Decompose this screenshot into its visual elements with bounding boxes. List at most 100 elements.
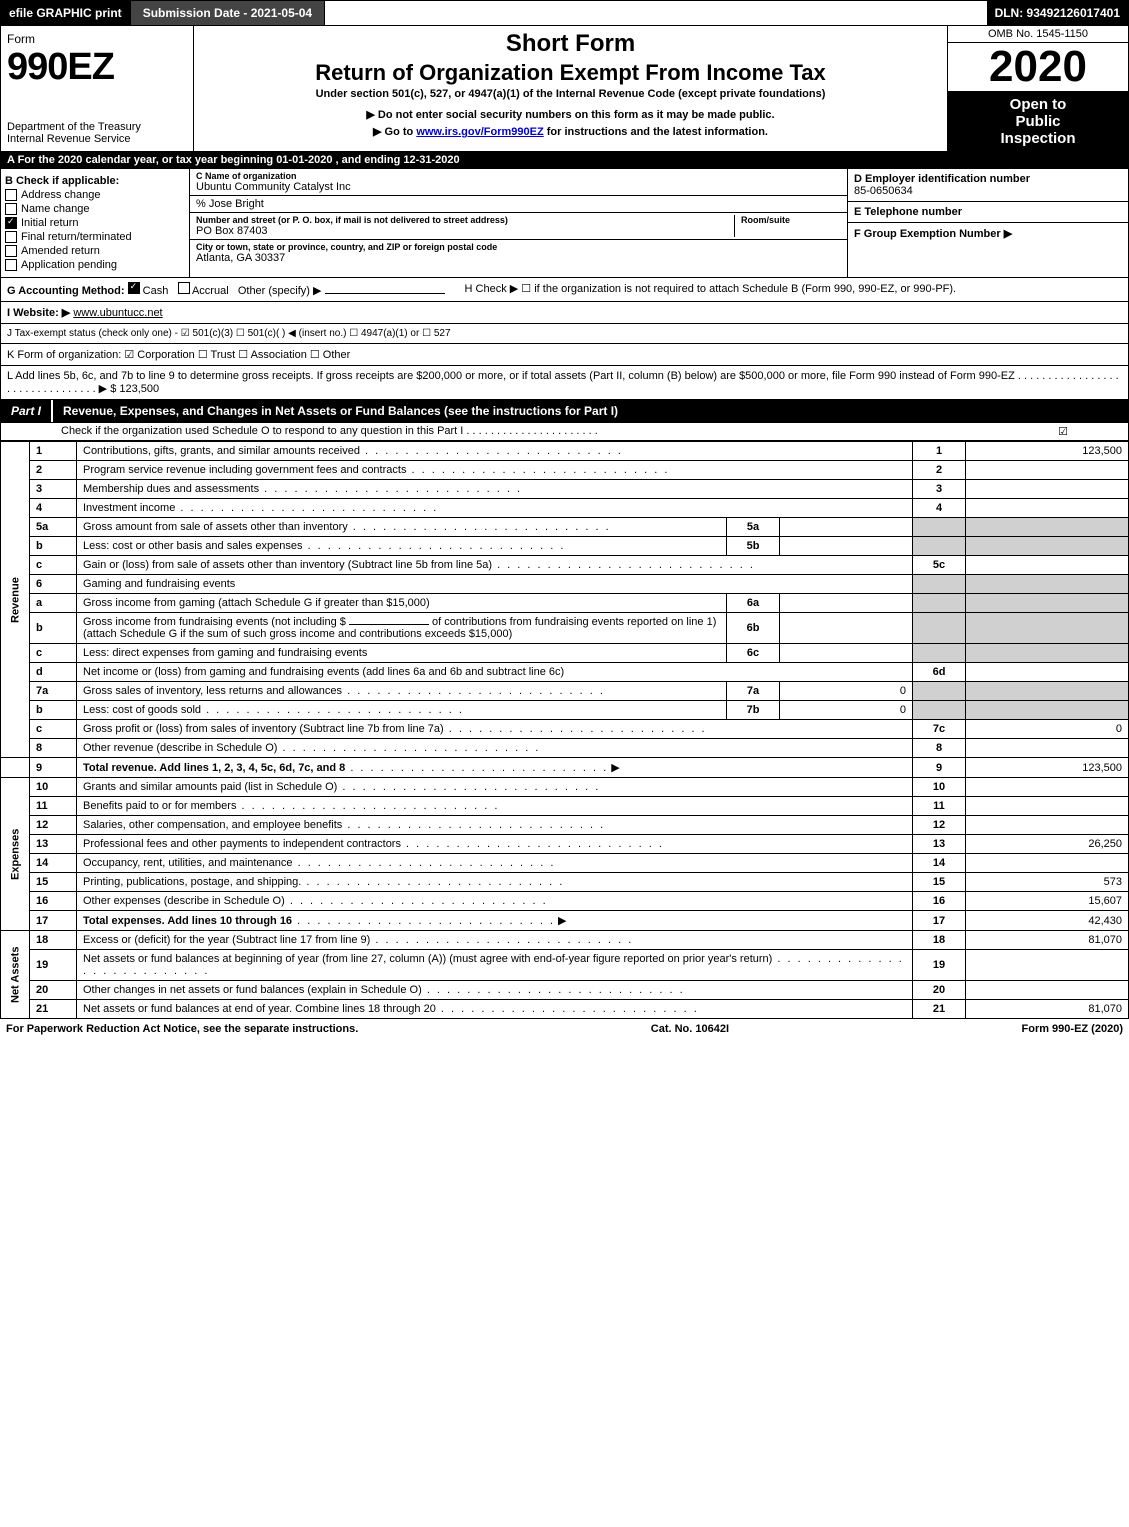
g-cash: Cash [143, 285, 169, 297]
line-5c: cGain or (loss) from sale of assets othe… [1, 556, 1129, 575]
g-other-blank[interactable] [325, 293, 445, 294]
street-value: PO Box 87403 [196, 225, 734, 237]
street-label: Number and street (or P. O. box, if mail… [196, 215, 734, 225]
submission-date: Submission Date - 2021-05-04 [130, 1, 325, 25]
lines-table: Revenue 1 Contributions, gifts, grants, … [0, 441, 1129, 1019]
row-j: J Tax-exempt status (check only one) - ☑… [0, 324, 1129, 344]
return-title: Return of Organization Exempt From Incom… [202, 60, 939, 86]
open-line3: Inspection [952, 130, 1124, 147]
col-de: D Employer identification number 85-0650… [847, 169, 1128, 277]
line-7a: 7aGross sales of inventory, less returns… [1, 682, 1129, 701]
line-7c: cGross profit or (loss) from sales of in… [1, 720, 1129, 739]
col-c-org-info: C Name of organization Ubuntu Community … [190, 169, 847, 277]
efile-print-label[interactable]: efile GRAPHIC print [1, 1, 130, 25]
line-7c-amt: 0 [966, 720, 1129, 739]
row-h: H Check ▶ ☐ if the organization is not r… [465, 282, 1122, 295]
checkbox-checked-icon[interactable] [128, 282, 140, 294]
col-b-title: B Check if applicable: [5, 175, 185, 187]
line-2: 2Program service revenue including gover… [1, 461, 1129, 480]
g-other: Other (specify) ▶ [238, 285, 322, 297]
part1-sub-text: Check if the organization used Schedule … [61, 425, 598, 438]
row-a-tax-year: A For the 2020 calendar year, or tax yea… [0, 152, 1129, 169]
goto-post: for instructions and the latest informat… [547, 126, 768, 138]
short-form-title: Short Form [202, 30, 939, 58]
line-7b-sub: 0 [780, 701, 913, 720]
ssn-warning: ▶ Do not enter social security numbers o… [202, 108, 939, 121]
row-l: L Add lines 5b, 6c, and 7b to line 9 to … [0, 366, 1129, 400]
line-21: 21Net assets or fund balances at end of … [1, 1000, 1129, 1019]
group-exemption-label: F Group Exemption Number ▶ [854, 227, 1122, 240]
cb-address-change[interactable]: Address change [5, 189, 185, 201]
line-1-desc: Contributions, gifts, grants, and simila… [83, 445, 623, 457]
row-g-h: G Accounting Method: Cash Accrual Other … [0, 278, 1129, 302]
open-line1: Open to [952, 96, 1124, 113]
omb-number: OMB No. 1545-1150 [948, 26, 1128, 43]
open-line2: Public [952, 113, 1124, 130]
line-21-amt: 81,070 [966, 1000, 1129, 1019]
line-4: 4Investment income 4 [1, 499, 1129, 518]
footer-left: For Paperwork Reduction Act Notice, see … [6, 1023, 358, 1035]
line-6d: dNet income or (loss) from gaming and fu… [1, 663, 1129, 682]
footer-mid: Cat. No. 10642I [651, 1023, 729, 1035]
col-b-checkboxes: B Check if applicable: Address change Na… [1, 169, 190, 277]
cb-name-change[interactable]: Name change [5, 203, 185, 215]
line-8: 8Other revenue (describe in Schedule O) … [1, 739, 1129, 758]
part1-header: Part I Revenue, Expenses, and Changes in… [0, 400, 1129, 423]
part1-title: Revenue, Expenses, and Changes in Net As… [53, 400, 1128, 422]
phone-label: E Telephone number [854, 206, 1122, 218]
checkbox-icon [5, 189, 17, 201]
goto-line: ▶ Go to www.irs.gov/Form990EZ for instru… [202, 125, 939, 138]
part1-label: Part I [1, 400, 53, 422]
ein-value: 85-0650634 [854, 185, 1122, 197]
checkbox-checked-icon [5, 217, 17, 229]
g-label: G Accounting Method: [7, 285, 125, 297]
line-16: 16Other expenses (describe in Schedule O… [1, 892, 1129, 911]
line-5b: bLess: cost or other basis and sales exp… [1, 537, 1129, 556]
website-value[interactable]: www.ubuntucc.net [73, 307, 162, 319]
row-g: G Accounting Method: Cash Accrual Other … [7, 282, 445, 297]
form-word: Form [7, 32, 187, 46]
row-l-text: L Add lines 5b, 6c, and 7b to line 9 to … [7, 370, 1119, 395]
line-13: 13Professional fees and other payments t… [1, 835, 1129, 854]
ein-label: D Employer identification number [854, 173, 1122, 185]
row-i: I Website: ▶ www.ubuntucc.net [0, 302, 1129, 324]
dept-line2: Internal Revenue Service [7, 133, 187, 145]
line-6b: b Gross income from fundraising events (… [1, 613, 1129, 644]
footer-right: Form 990-EZ (2020) [1022, 1023, 1123, 1035]
cb-final-return[interactable]: Final return/terminated [5, 231, 185, 243]
info-grid: B Check if applicable: Address change Na… [0, 169, 1129, 278]
g-accrual: Accrual [192, 285, 229, 297]
open-to-public: Open to Public Inspection [948, 92, 1128, 151]
cb-amended-return[interactable]: Amended return [5, 245, 185, 257]
cb-application-pending[interactable]: Application pending [5, 259, 185, 271]
city-label: City or town, state or province, country… [196, 242, 841, 252]
line-10: Expenses 10Grants and similar amounts pa… [1, 778, 1129, 797]
header-right: OMB No. 1545-1150 2020 Open to Public In… [947, 26, 1128, 151]
in-care-of: % Jose Bright [190, 196, 847, 213]
line-13-amt: 26,250 [966, 835, 1129, 854]
org-name: Ubuntu Community Catalyst Inc [196, 181, 841, 193]
form-header: Form 990EZ Department of the Treasury In… [0, 25, 1129, 152]
6b-blank[interactable] [349, 624, 429, 625]
cb-initial-return[interactable]: Initial return [5, 217, 185, 229]
line-15-amt: 573 [966, 873, 1129, 892]
row-l-value: $ 123,500 [110, 383, 159, 395]
line-17-amt: 42,430 [966, 911, 1129, 931]
part1-sub-check[interactable]: ☑ [1058, 425, 1068, 438]
dept-line1: Department of the Treasury [7, 121, 187, 133]
checkbox-icon [5, 245, 17, 257]
line-19: 19Net assets or fund balances at beginni… [1, 950, 1129, 981]
page-footer: For Paperwork Reduction Act Notice, see … [0, 1019, 1129, 1039]
line-7a-sub: 0 [780, 682, 913, 701]
checkbox-icon [5, 259, 17, 271]
irs-link[interactable]: www.irs.gov/Form990EZ [416, 126, 543, 138]
line-18-amt: 81,070 [966, 931, 1129, 950]
line-14: 14Occupancy, rent, utilities, and mainte… [1, 854, 1129, 873]
i-label: I Website: ▶ [7, 307, 70, 319]
department-treasury: Department of the Treasury Internal Reve… [7, 115, 187, 145]
line-6: 6Gaming and fundraising events [1, 575, 1129, 594]
line-12: 12Salaries, other compensation, and empl… [1, 816, 1129, 835]
checkbox-icon[interactable] [178, 282, 190, 294]
line-6a: aGross income from gaming (attach Schedu… [1, 594, 1129, 613]
subtitle: Under section 501(c), 527, or 4947(a)(1)… [202, 88, 939, 100]
